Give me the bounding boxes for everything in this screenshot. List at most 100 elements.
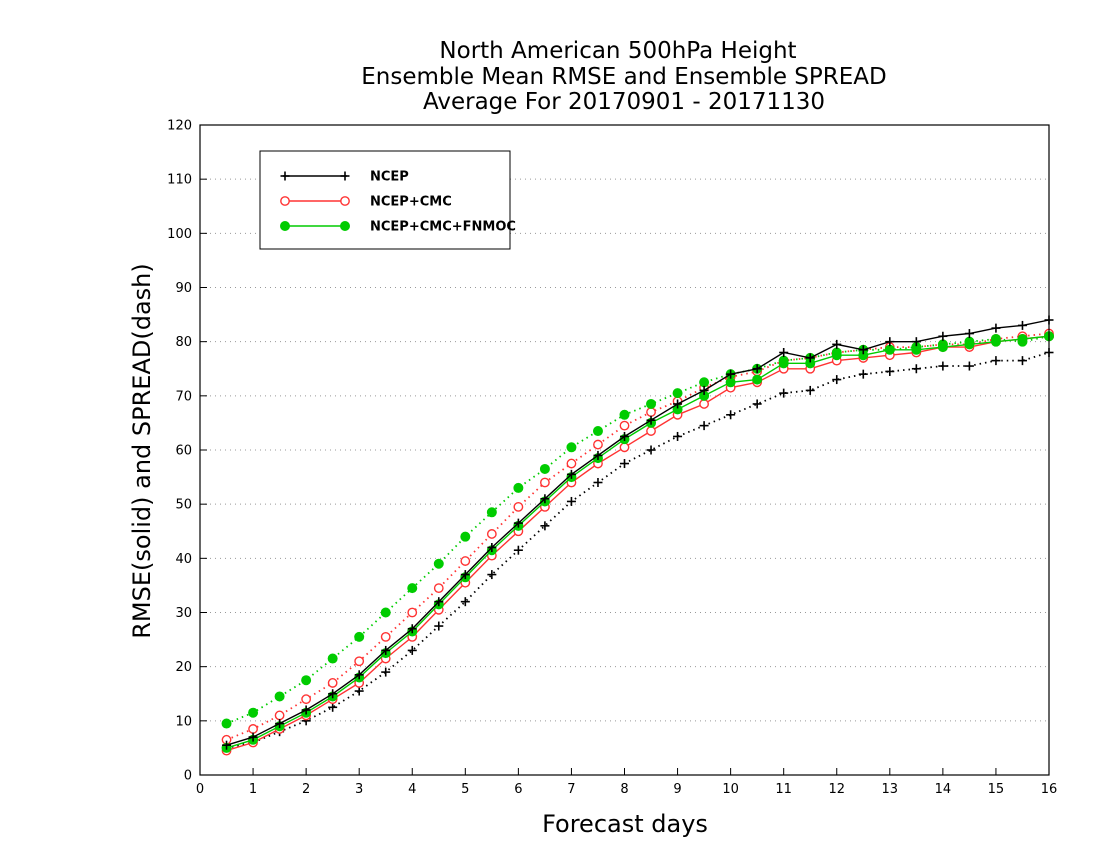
- data-point: [620, 459, 629, 469]
- x-tick-label: 9: [673, 782, 681, 797]
- data-point: [673, 431, 683, 441]
- data-point: [885, 337, 895, 347]
- data-point: [832, 339, 842, 349]
- x-tick-label: 6: [514, 782, 522, 797]
- y-tick-label: 30: [175, 606, 192, 621]
- legend-box: [259, 150, 511, 250]
- data-point: [858, 345, 868, 355]
- series-line: [226, 332, 1050, 741]
- title-line-2: Ensemble Mean RMSE and Ensemble SPREAD: [361, 64, 886, 90]
- data-point: [699, 421, 709, 431]
- x-tick-label: 8: [620, 782, 628, 797]
- y-axis-label: RMSE(solid) and SPREAD(dash): [128, 263, 156, 639]
- data-point: [513, 501, 524, 512]
- data-point: [592, 426, 603, 437]
- data-point: [646, 445, 656, 455]
- y-tick-label: 110: [167, 173, 192, 188]
- data-point: [540, 494, 550, 504]
- y-tick-label: 50: [175, 498, 192, 513]
- data-point: [991, 323, 1001, 333]
- data-point: [221, 718, 232, 729]
- data-point: [699, 385, 709, 395]
- data-point: [434, 597, 444, 607]
- y-tick-label: 90: [175, 281, 192, 296]
- data-point: [513, 518, 523, 528]
- data-point: [593, 478, 603, 487]
- y-tick-label: 20: [175, 660, 192, 675]
- data-point: [487, 543, 497, 552]
- x-tick-label: 12: [828, 782, 845, 797]
- data-point: [779, 388, 789, 398]
- data-point: [380, 607, 391, 618]
- data-point: [433, 558, 444, 569]
- data-point: [275, 719, 285, 729]
- data-point: [460, 531, 471, 542]
- data-point: [884, 344, 895, 355]
- y-tick-label: 80: [175, 335, 192, 350]
- data-point: [566, 469, 576, 479]
- series-line: [226, 335, 1050, 725]
- data-point: [619, 420, 630, 431]
- data-point: [646, 398, 657, 409]
- data-point: [274, 691, 285, 702]
- data-point: [274, 710, 285, 721]
- series-ncep-cmc-solid: [221, 331, 1054, 756]
- data-point: [672, 388, 683, 399]
- data-point: [593, 439, 603, 450]
- data-point: [990, 336, 1001, 347]
- data-point: [460, 556, 471, 566]
- data-point: [779, 348, 789, 357]
- y-tick-label: 0: [184, 769, 192, 784]
- data-point: [832, 375, 842, 385]
- legend-marker: [280, 196, 290, 206]
- data-point: [1017, 320, 1027, 330]
- data-point: [885, 366, 895, 376]
- series-line: [226, 335, 1050, 749]
- data-point: [805, 385, 815, 395]
- data-point: [301, 705, 311, 715]
- title-line-1: North American 500hPa Height: [439, 38, 796, 64]
- y-tick-label: 60: [175, 444, 192, 459]
- data-point: [726, 369, 736, 379]
- x-tick-label: 1: [249, 782, 257, 797]
- x-tick-label: 7: [567, 782, 575, 797]
- data-point: [354, 656, 365, 667]
- data-point: [248, 707, 259, 718]
- data-point: [407, 583, 418, 594]
- series-ncep-dotted: [222, 348, 1054, 753]
- data-point: [725, 377, 736, 388]
- data-point: [486, 507, 497, 518]
- data-point: [752, 374, 763, 385]
- data-point: [327, 653, 338, 664]
- x-tick-label: 16: [1041, 782, 1058, 797]
- legend-label: NCEP: [370, 170, 409, 185]
- legend-marker: [340, 196, 350, 206]
- legend-item: NCEP+CMC+FNMOC: [280, 220, 516, 235]
- data-point: [620, 431, 629, 441]
- data-point: [991, 356, 1001, 366]
- data-point: [460, 597, 470, 607]
- series-ncep-cmc-fnmoc-dotted: [221, 331, 1054, 729]
- data-point: [752, 364, 762, 374]
- legend-label: NCEP+CMC: [370, 195, 452, 210]
- data-point: [487, 570, 497, 580]
- data-point: [540, 521, 550, 531]
- data-point: [513, 482, 524, 493]
- data-point: [699, 377, 710, 388]
- series-line: [226, 335, 1050, 752]
- y-tick-label: 100: [167, 227, 192, 242]
- data-point: [566, 442, 577, 453]
- data-point: [1017, 333, 1028, 344]
- data-point: [911, 364, 921, 374]
- legend-marker: [280, 221, 290, 231]
- data-point: [539, 463, 550, 474]
- data-point: [937, 342, 948, 353]
- data-point: [646, 415, 656, 425]
- data-point: [673, 399, 683, 409]
- data-point: [434, 621, 444, 631]
- series-ncep-solid: [222, 315, 1054, 750]
- x-tick-label: 13: [882, 782, 899, 797]
- x-axis-label: Forecast days: [542, 810, 708, 838]
